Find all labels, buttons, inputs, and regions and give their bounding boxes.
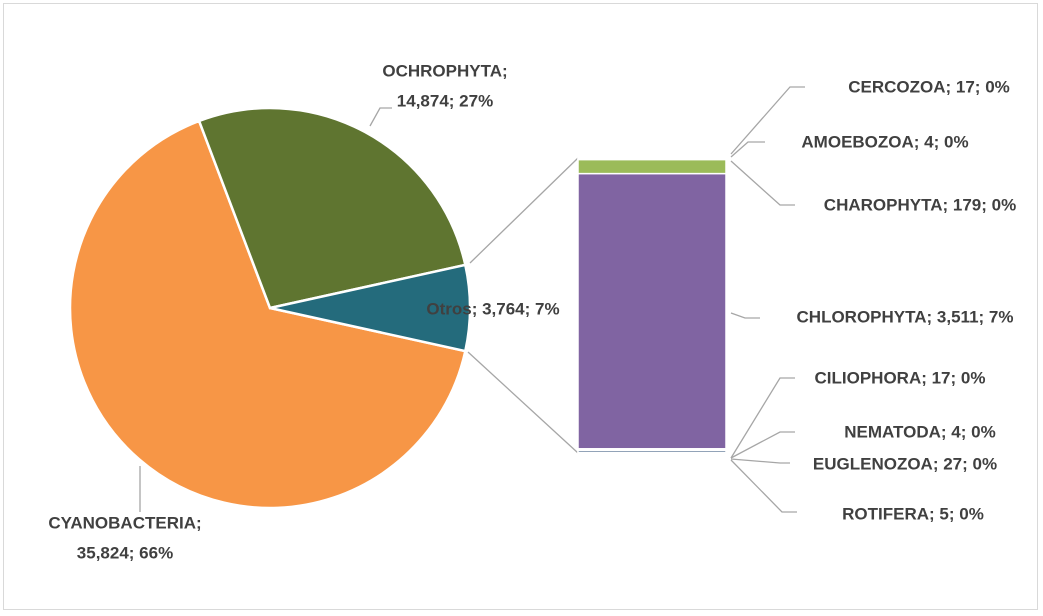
leader-line: [730, 160, 795, 206]
data-label: 35,824; 66%: [77, 543, 173, 562]
data-label: CHAROPHYTA; 179; 0%: [824, 195, 1016, 214]
data-label: CILIOPHORA; 17; 0%: [815, 368, 986, 387]
bar-stack: [577, 157, 727, 454]
data-label: CERCOZOA; 17; 0%: [848, 77, 1010, 96]
pie-slice: [269, 263, 472, 353]
data-label: 14,874; 27%: [397, 91, 493, 110]
bar-segment: [577, 172, 727, 450]
data-label: AMOEBOZOA; 4; 0%: [801, 132, 968, 151]
connector-line: [467, 351, 579, 454]
data-label: ROTIFERA; 5; 0%: [842, 504, 984, 523]
leader-line: [730, 458, 790, 464]
leader-line: [730, 431, 795, 459]
leader-line: [730, 312, 760, 319]
leader-line: [730, 86, 805, 155]
pie-slice: [68, 119, 467, 510]
leader-lines: [139, 86, 805, 513]
leader-line: [730, 459, 797, 513]
data-label: OCHROPHYTA;: [382, 61, 507, 80]
leader-line: [730, 141, 765, 158]
connector-line: [469, 157, 579, 264]
leader-line: [730, 377, 795, 459]
leader-line: [369, 107, 392, 127]
data-label: Otros; 3,764; 7%: [426, 299, 559, 318]
bar-segment: [577, 158, 727, 175]
pie: [68, 106, 472, 510]
data-label: CHLOROPHYTA; 3,511; 7%: [797, 307, 1014, 326]
pie-slice: [197, 106, 467, 310]
data-label: EUGLENOZOA; 27; 0%: [813, 454, 997, 473]
data-label: NEMATODA; 4; 0%: [844, 422, 995, 441]
data-label: CYANOBACTERIA;: [48, 513, 201, 532]
